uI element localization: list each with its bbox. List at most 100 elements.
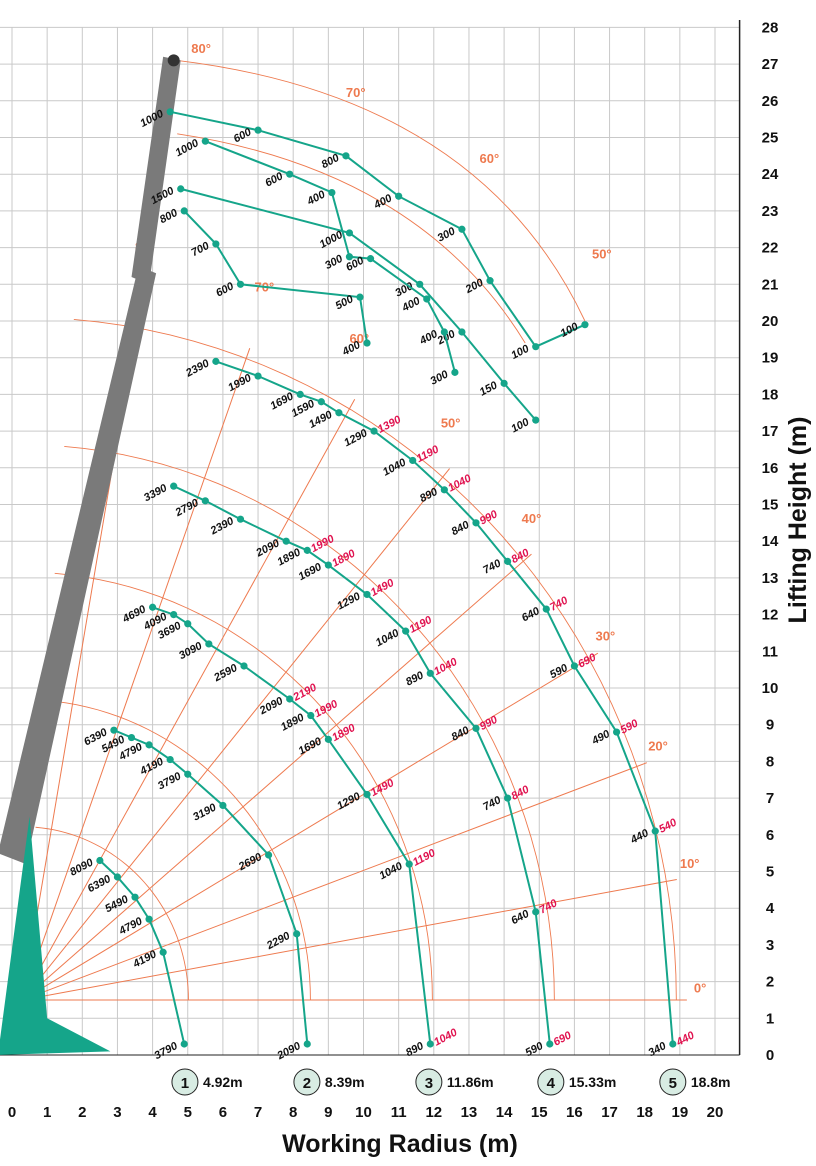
main-curve-label: 640 — [509, 908, 532, 928]
x-tick-label: 5 — [184, 1104, 192, 1121]
main-curve-label: 1490 — [307, 408, 335, 430]
x-axis-label: Working Radius (m) — [282, 1130, 518, 1158]
jib-curve-label: 700 — [189, 240, 212, 260]
x-tick-label: 18 — [636, 1104, 653, 1121]
radius-badge-circle — [659, 1068, 687, 1096]
jib-angle-label: 70° — [346, 85, 366, 100]
y-tick-label: 25 — [762, 130, 779, 147]
main-curve-label: 590 — [523, 1040, 546, 1060]
x-tick-label: 4 — [148, 1104, 157, 1121]
main-curve-point — [201, 497, 209, 505]
main-curve-point — [546, 1040, 554, 1048]
jib-angle-arc — [177, 133, 526, 344]
jib-curve-point — [286, 170, 294, 178]
y-tick-label: 15 — [762, 497, 779, 514]
jib-curve-point — [581, 321, 589, 329]
main-curve-label-alt: 740 — [538, 897, 561, 917]
main-curve-point — [307, 711, 315, 720]
main-curve-label: 890 — [418, 485, 441, 505]
jib-curve-label: 800 — [158, 207, 181, 227]
jib-curve-label: 400 — [399, 295, 423, 315]
y-tick-label: 8 — [766, 753, 774, 770]
y-tick-label: 12 — [762, 607, 779, 624]
main-curve-point — [669, 1040, 677, 1048]
radius-badge-text: 11.86m — [447, 1074, 494, 1090]
radius-badge-number: 1 — [181, 1075, 189, 1092]
main-curve-point — [127, 733, 136, 742]
main-curve-point — [184, 620, 192, 628]
y-tick-label: 4 — [766, 900, 775, 917]
jib-curve-line — [180, 187, 537, 421]
y-tick-label: 3 — [766, 937, 774, 954]
main-curve-point — [254, 372, 262, 380]
radius-badge-number: 5 — [669, 1075, 677, 1092]
main-curve-point — [472, 519, 480, 527]
main-curve-point — [409, 456, 417, 465]
main-curve-point — [405, 860, 413, 868]
angle-line — [22, 553, 532, 1001]
y-tick-label: 26 — [762, 93, 779, 110]
jib-curve-point — [451, 368, 459, 376]
main-curve-label: 890 — [404, 669, 427, 689]
main-curve-label: 1690 — [297, 561, 325, 583]
jib-curve-label: 600 — [214, 280, 237, 300]
main-curve-label-alt: 1040 — [446, 472, 474, 494]
jib-curve-label: 100 — [509, 342, 532, 362]
y-tick-label: 20 — [762, 313, 779, 330]
jib-curve-point — [500, 379, 508, 387]
main-curve-label: 1290 — [335, 590, 363, 612]
crane-base — [0, 816, 111, 1055]
angle-line — [22, 468, 450, 1001]
angle-arc — [45, 699, 311, 1000]
jib-curve-label: 150 — [478, 379, 501, 399]
main-curve-point — [149, 603, 157, 611]
main-curve-point — [532, 908, 540, 916]
main-curve-point — [113, 873, 122, 881]
main-curve-label-alt: 690 — [576, 651, 599, 671]
main-curve-point — [212, 357, 220, 365]
main-curve-point — [504, 557, 512, 565]
jib-curve-label: 400 — [417, 328, 441, 348]
radius-badge-number: 3 — [425, 1075, 433, 1092]
radius-badge-text: 15.33m — [569, 1074, 616, 1090]
jib-curve-line — [169, 110, 586, 348]
boom-tip — [167, 54, 180, 67]
fly-jib — [131, 56, 181, 285]
boom-angle-lines: 0°10°20°30°40°50°60°70°80°80°70°60°50° — [22, 41, 706, 1001]
radius-badge-number: 2 — [303, 1075, 311, 1092]
main-curve-point — [240, 662, 248, 670]
jib-curve-label: 400 — [305, 188, 329, 208]
jib-curve-label: 100 — [559, 320, 582, 340]
angle-line — [22, 399, 356, 1001]
main-curve-point — [286, 695, 294, 703]
jib-curve-label: 600 — [263, 170, 286, 190]
main-curve-point — [170, 482, 178, 490]
main-curve-label: 890 — [404, 1040, 427, 1060]
main-curve-label: 740 — [481, 557, 504, 577]
jib-curve-point — [328, 188, 336, 197]
jib-curve-point — [532, 343, 540, 351]
x-tick-label: 12 — [425, 1104, 442, 1121]
angle-arc — [54, 572, 433, 1000]
main-curve-line — [152, 606, 432, 1045]
main-curve-point — [96, 856, 104, 865]
jib-curve-point — [458, 328, 466, 336]
angle-label: 40° — [522, 511, 542, 526]
jib-angle-label: 80° — [191, 41, 211, 56]
angle-arc — [35, 826, 189, 1000]
y-tick-label: 11 — [762, 643, 778, 660]
main-curve-label-alt: 990 — [478, 713, 501, 733]
main-curve-label-alt: 1390 — [376, 413, 404, 435]
jib-curve-point — [486, 277, 494, 285]
angle-line — [22, 879, 677, 1001]
main-curve-point — [472, 724, 480, 732]
main-curve-label-alt: 1990 — [313, 698, 341, 720]
main-curve-label-alt: 690 — [552, 1029, 575, 1049]
main-curve-label-alt: 590 — [618, 717, 641, 737]
y-tick-label: 18 — [762, 386, 779, 403]
angle-label: 0° — [694, 981, 706, 996]
y-tick-label: 14 — [762, 533, 779, 550]
axis-ticks: 0 1 2 3 4 5 6 7 8 9 10 11 12 13 14 15 16 17 18 19 2001234567… — [8, 19, 779, 1121]
jib-curve-point — [166, 108, 174, 116]
radius-badge-text: 4.92m — [203, 1074, 243, 1090]
